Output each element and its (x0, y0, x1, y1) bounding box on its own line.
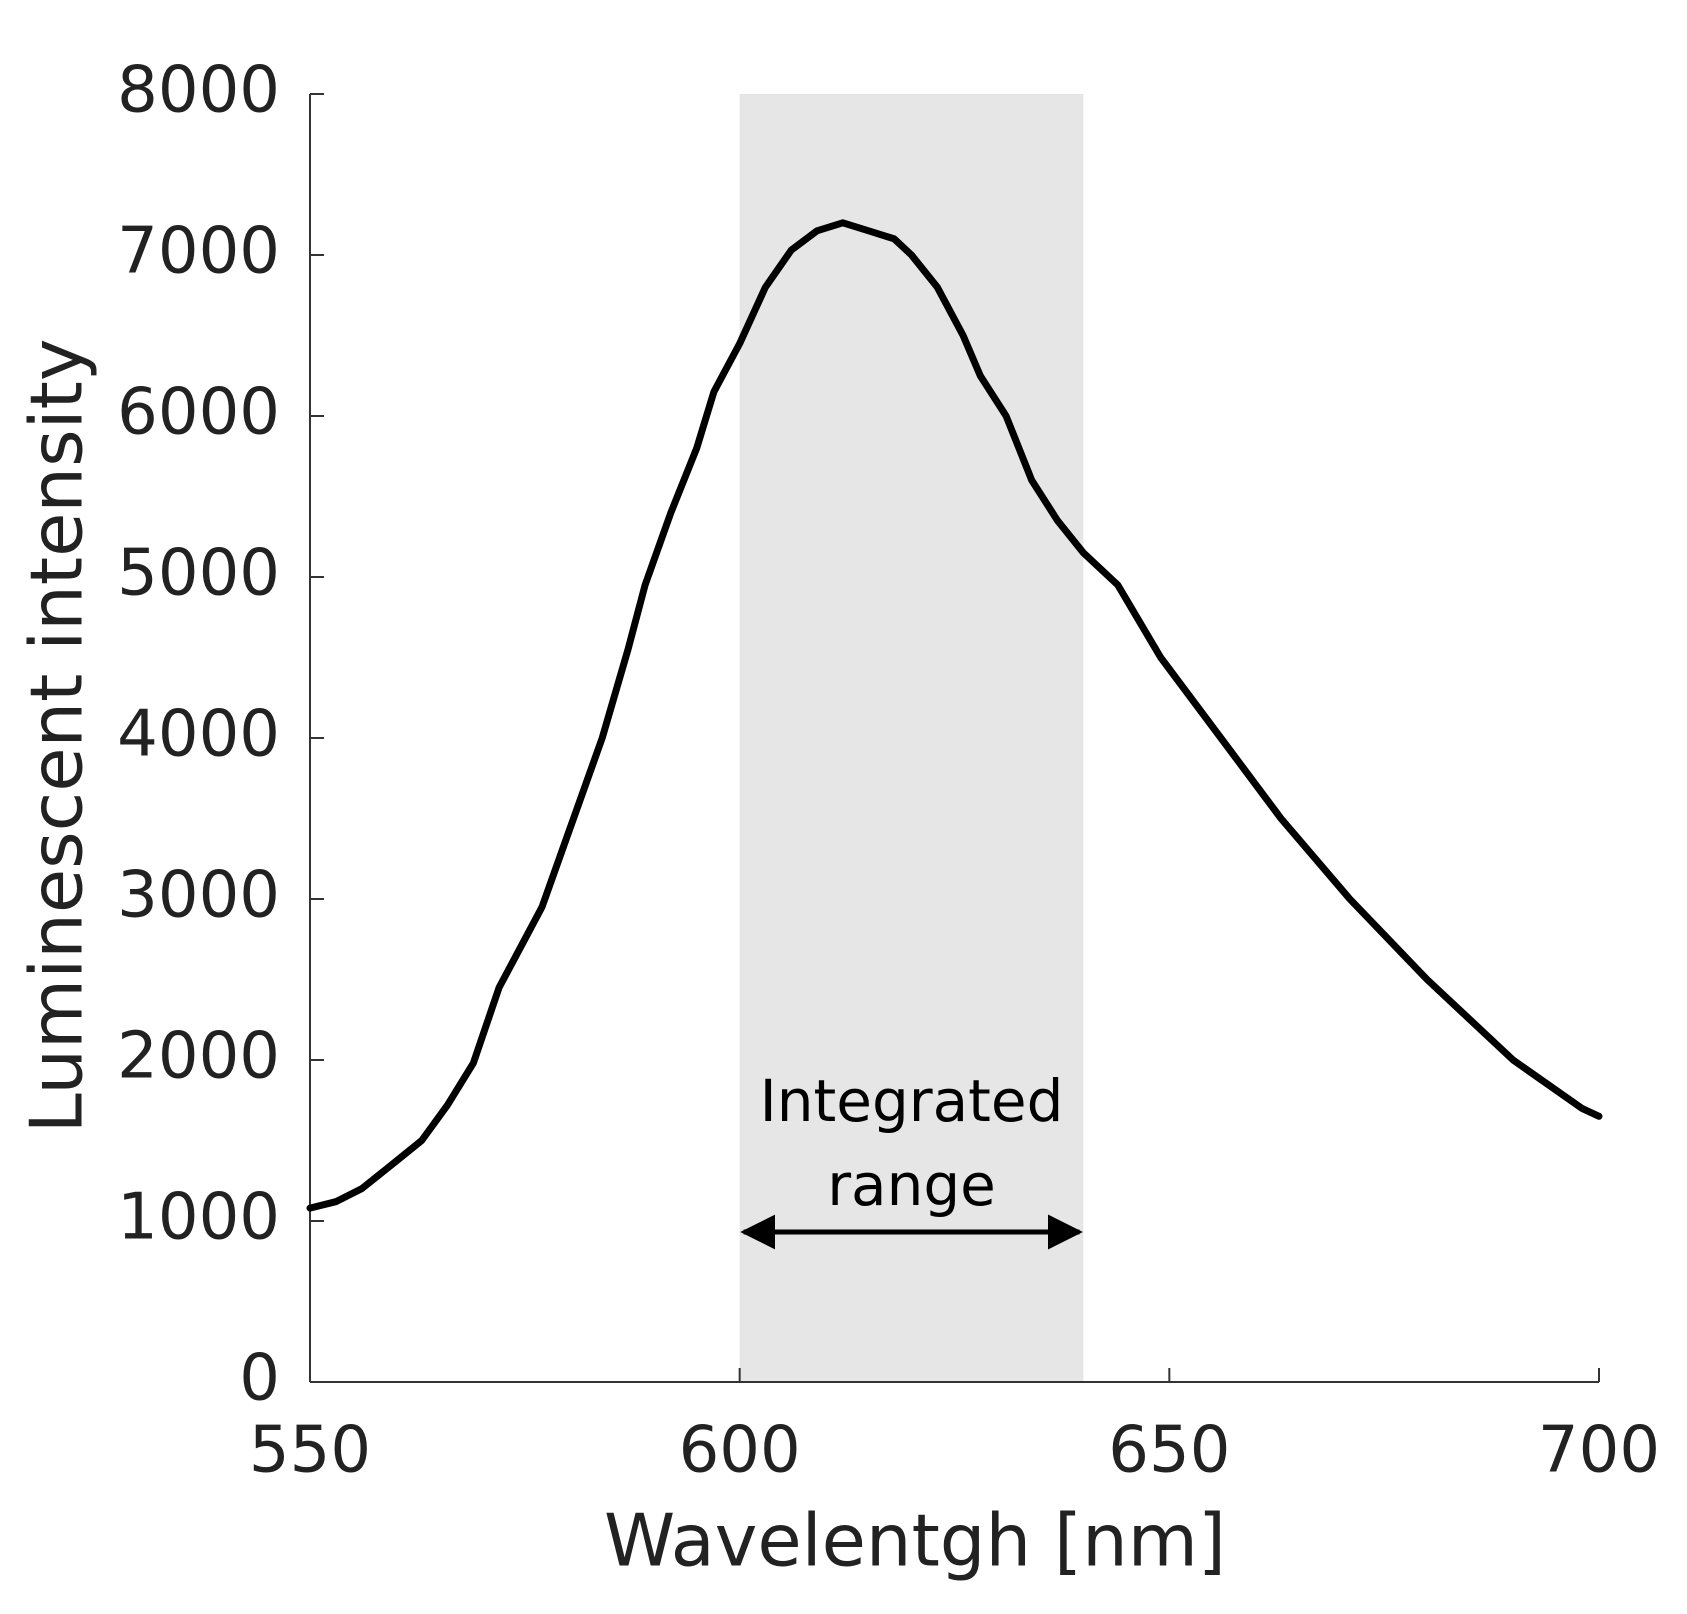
annotation-text: Integrated (760, 1067, 1064, 1135)
data-line (306, 219, 1603, 1212)
x-tick-label: 700 (1538, 1414, 1660, 1488)
x-tick-label: 600 (679, 1414, 801, 1488)
y-tick-label: 2000 (117, 1020, 280, 1094)
y-tick-label: 4000 (117, 698, 280, 772)
x-axis-label: Wavelentgh [nm] (604, 1499, 1226, 1583)
shaded-span (739, 94, 1084, 1382)
y-tick-label: 0 (239, 1342, 280, 1416)
x-tick-label: 650 (1108, 1414, 1230, 1488)
annotation-text: range (827, 1151, 996, 1219)
y-tick-label: 5000 (117, 537, 280, 611)
y-axis-label: Luminescent intensity (15, 339, 99, 1134)
y-tick-label: 3000 (117, 859, 280, 933)
background-layer (739, 94, 1084, 1382)
y-tick-label: 6000 (117, 376, 280, 450)
y-tick-label: 7000 (117, 215, 280, 289)
y-tick-label: 8000 (117, 54, 280, 128)
x-tick-label: 550 (249, 1414, 371, 1488)
y-tick-label: 1000 (117, 1181, 280, 1255)
